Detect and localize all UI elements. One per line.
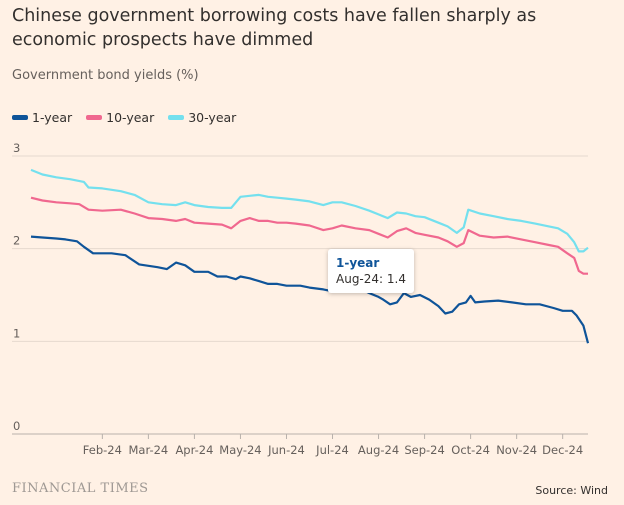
legend-item-1-year: 1-year [12, 110, 72, 125]
x-tick-label: Feb-24 [83, 443, 122, 457]
x-tick-label: Aug-24 [358, 443, 399, 457]
x-tick-label: Sep-24 [404, 443, 444, 457]
chart-subtitle: Government bond yields (%) [12, 68, 199, 83]
series-line-30-year[interactable] [30, 168, 589, 253]
legend-label-30-year: 30-year [188, 110, 237, 125]
x-tick-label: May-24 [219, 443, 261, 457]
legend-swatch-1-year [12, 115, 28, 120]
source-note: Source: Wind [535, 484, 608, 497]
series-lines [30, 168, 590, 344]
y-tick-label: 1 [13, 326, 20, 340]
x-tick-label: Oct-24 [451, 443, 490, 457]
legend: 1-year 10-year 30-year [12, 110, 236, 125]
x-tick-label: Dec-24 [542, 443, 583, 457]
x-tick-label: Mar-24 [129, 443, 169, 457]
legend-item-10-year: 10-year [86, 110, 154, 125]
hover-tooltip: 1-year Aug-24: 1.4 [328, 249, 414, 293]
x-tick-label: Nov-24 [496, 443, 537, 457]
legend-label-1-year: 1-year [32, 110, 73, 125]
x-tick-label: Jul-24 [315, 443, 349, 457]
x-axis: Feb-24 Mar-24 Apr-24 May-24 Jun-24 Jul-24 Aug-… [83, 434, 583, 457]
tooltip-date: Aug-24 [336, 272, 380, 286]
y-tick-label: 2 [13, 234, 20, 248]
legend-swatch-10-year [86, 115, 103, 120]
grid: 0 1 2 3 [12, 141, 588, 435]
series-line-1-year[interactable] [30, 235, 590, 344]
line-chart[interactable]: 0 1 2 3 Feb-24 Mar-24 Apr-24 May-24 Jun-24 Jul-2… [0, 140, 624, 470]
series-line-10-year[interactable] [30, 196, 588, 275]
y-tick-label: 3 [13, 141, 20, 155]
legend-label-10-year: 10-year [106, 110, 155, 125]
legend-swatch-30-year [168, 115, 185, 120]
y-tick-label: 0 [13, 419, 20, 433]
legend-item-30-year: 30-year [168, 110, 236, 125]
tooltip-value: 1.4 [386, 272, 406, 286]
x-tick-label: Apr-24 [175, 443, 213, 457]
chart-title: Chinese government borrowing costs have … [12, 6, 537, 50]
ft-logo: FINANCIAL TIMES [12, 481, 149, 496]
x-tick-label: Jun-24 [267, 443, 305, 457]
tooltip-series: 1-year [336, 256, 380, 270]
